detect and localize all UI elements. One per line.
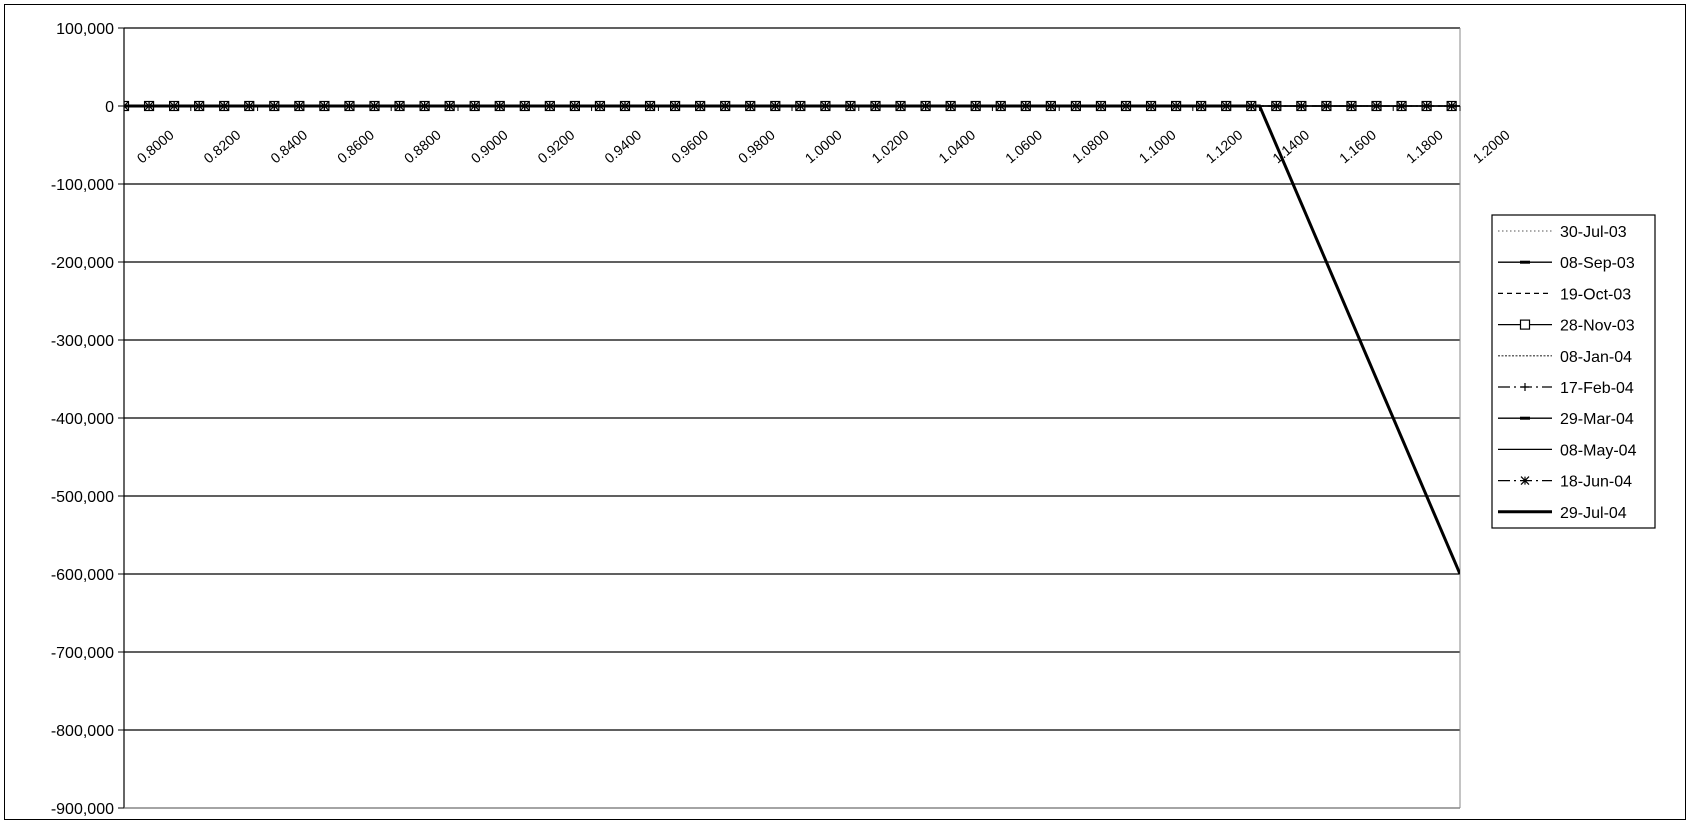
x-tick-label: 0.8200 — [200, 126, 243, 166]
legend-label-4: 28-Nov-03 — [1560, 318, 1635, 335]
x-tick-label: 1.2000 — [1470, 126, 1513, 166]
legend-box — [1491, 214, 1656, 529]
legend-label-1: 30-Jul-03 — [1560, 224, 1627, 241]
chart-frame — [4, 4, 1686, 820]
x-tick-label: 1.0800 — [1069, 126, 1112, 166]
x-tick-label: 1.0000 — [802, 126, 845, 166]
y-tick-label: -600,000 — [51, 567, 114, 584]
y-tick-label: -800,000 — [51, 723, 114, 740]
gridlines — [124, 27, 1460, 809]
square-marker — [1519, 319, 1531, 330]
x-tick-label: 1.0600 — [1002, 126, 1045, 166]
x-tick-label: 0.9400 — [601, 126, 644, 166]
y-tick-label: 100,000 — [56, 21, 114, 38]
star-marker — [1271, 101, 1281, 111]
x-tick-label: 0.8800 — [401, 126, 444, 166]
y-axis-ticks: 100,000 0 -100,000 -200,000 -300,000 -400,000… — [51, 21, 124, 818]
legend-label-7: 29-Mar-04 — [1560, 411, 1634, 428]
legend-label-9: 18-Jun-04 — [1560, 474, 1632, 491]
x-tick-label: 1.1800 — [1403, 126, 1446, 166]
y-tick-label: -300,000 — [51, 333, 114, 350]
legend-label-3: 19-Oct-03 — [1560, 286, 1631, 303]
x-tick-label: 1.1200 — [1202, 126, 1245, 166]
y-tick-label: -200,000 — [51, 255, 114, 272]
x-tick-label: 0.8000 — [134, 126, 177, 166]
x-tick-label: 0.8400 — [267, 126, 310, 166]
y-tick-label: -400,000 — [51, 411, 114, 428]
star-marker — [1372, 101, 1381, 111]
series-lines — [124, 100, 1460, 575]
x-tick-label: 1.1600 — [1336, 126, 1379, 166]
legend: 30-Jul-03 08-Sep-03 19-Oct-03 28-Nov-03 08-J… — [1491, 214, 1656, 529]
x-axis-ticks: 0.8000 0.8200 0.8400 0.8600 0.8800 0.9000 0.92… — [123, 106, 1513, 166]
star-marker — [1296, 101, 1306, 111]
star-marker — [1447, 101, 1457, 111]
legend-label-2: 08-Sep-03 — [1560, 255, 1635, 272]
star-marker — [1520, 476, 1530, 486]
x-tick-label: 0.9000 — [468, 126, 511, 166]
star-marker — [1397, 101, 1406, 111]
x-tick-label: 1.1000 — [1136, 126, 1179, 166]
y-tick-label: -900,000 — [51, 801, 114, 818]
star-marker — [124, 101, 129, 111]
y-tick-label: 0 — [105, 99, 114, 116]
y-tick-label: -500,000 — [51, 489, 114, 506]
y-tick-label: -100,000 — [51, 177, 114, 194]
legend-label-6: 17-Feb-04 — [1560, 380, 1634, 397]
x-tick-label: 0.9600 — [668, 126, 711, 166]
plus-marker — [1521, 383, 1529, 391]
star-marker — [1422, 101, 1432, 111]
x-tick-label: 1.0200 — [868, 126, 911, 166]
legend-label-8: 08-May-04 — [1560, 442, 1637, 459]
y-tick-label: -700,000 — [51, 645, 114, 662]
legend-label-5: 08-Jan-04 — [1560, 349, 1632, 366]
x-tick-label: 0.9200 — [534, 126, 577, 166]
star-marker — [1347, 101, 1356, 111]
x-tick-label: 1.0400 — [935, 126, 978, 166]
legend-label-10: 29-Jul-04 — [1560, 505, 1627, 522]
x-tick-label: 0.9800 — [735, 126, 778, 166]
x-tick-label: 0.8600 — [334, 126, 377, 166]
